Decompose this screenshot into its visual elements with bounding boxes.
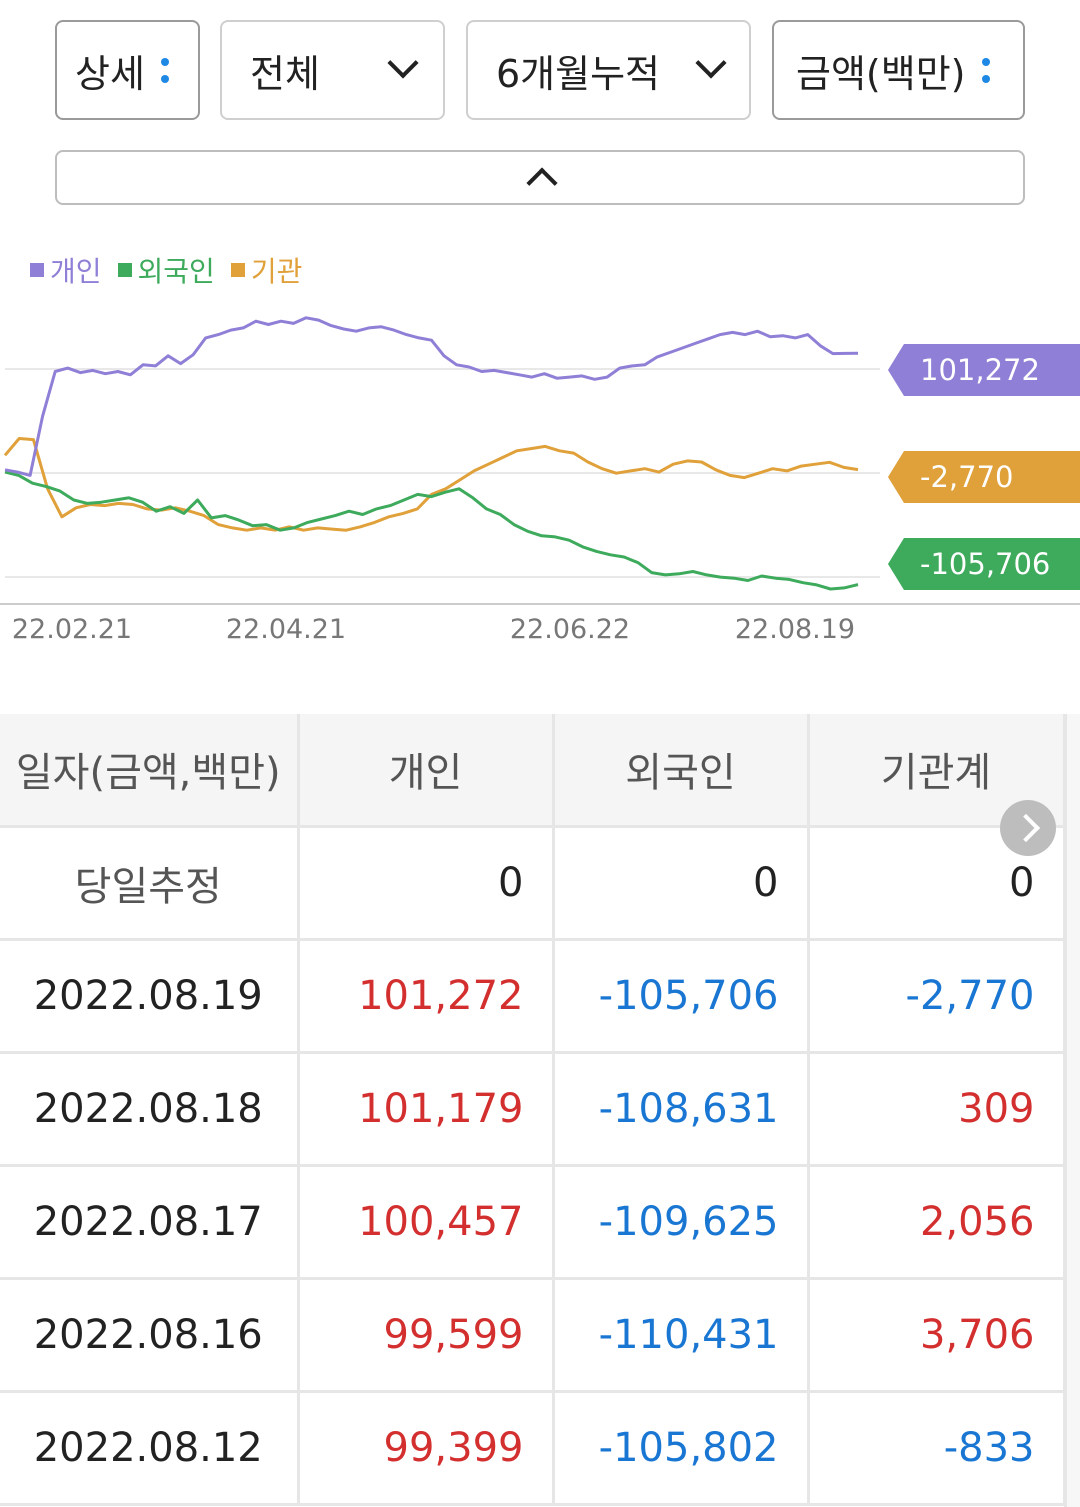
chart-legend: 개인 외국인 기관	[30, 250, 302, 290]
detail-button[interactable]: 상세	[55, 20, 200, 120]
legend-label: 개인	[50, 255, 102, 288]
table-header: 일자(금액,백만) 개인 외국인 기관계	[0, 714, 1066, 828]
individual-cell: 101,179	[298, 1052, 555, 1167]
legend-swatch	[30, 263, 44, 277]
individual-cell: 99,399	[298, 1391, 555, 1506]
table-row: 2022.08.19 101,272 -105,706 -2,770	[0, 939, 1066, 1054]
series-line-institution	[3, 437, 859, 532]
date-cell: 당일추정	[0, 826, 300, 941]
institution-cell: -2,770	[808, 939, 1066, 1054]
table-row: 2022.08.16 99,599 -110,431 3,706	[0, 1278, 1066, 1393]
legend-swatch	[230, 263, 245, 277]
foreign-cell: -110,431	[553, 1278, 810, 1393]
cumulative-trend-chart: 22.02.21 22.04.21 22.06.22 22.08.19	[0, 316, 1080, 645]
chevron-down-icon	[387, 47, 419, 79]
investor-table: 일자(금액,백만) 개인 외국인 기관계 당일추정 0 0 0 2022.08.19 10…	[0, 714, 1066, 1506]
legend-label: 기관	[250, 255, 303, 288]
table-overflow-edge	[1064, 714, 1080, 1507]
foreign-cell: -105,706	[553, 939, 810, 1054]
legend-foreign: 외국인	[117, 250, 215, 290]
period-label: 6개월누적	[496, 51, 661, 96]
detail-label: 상세	[75, 51, 145, 96]
institution-cell: 2,056	[808, 1165, 1066, 1280]
foreign-cell: 0	[553, 826, 810, 941]
foreign-cell: -108,631	[553, 1052, 810, 1167]
unit-button[interactable]: 금액(백만)	[772, 20, 1025, 120]
table-row: 2022.08.12 99,399 -105,802 -833	[0, 1391, 1066, 1506]
header-individual: 개인	[298, 714, 555, 828]
individual-cell: 101,272	[298, 939, 555, 1054]
institution-cell: 309	[808, 1052, 1066, 1167]
table-row: 2022.08.17 100,457 -109,625 2,056	[0, 1165, 1066, 1280]
x-tick-label: 22.06.22	[510, 614, 630, 645]
header-date: 일자(금액,백만)	[0, 714, 300, 828]
scope-label: 전체	[250, 51, 320, 96]
institution-cell: 3,706	[808, 1278, 1066, 1393]
legend-swatch	[117, 263, 132, 277]
collapse-button[interactable]	[55, 150, 1025, 205]
date-cell: 2022.08.16	[0, 1278, 300, 1393]
foreign-cell: -105,802	[553, 1391, 810, 1506]
date-cell: 2022.08.12	[0, 1391, 300, 1506]
series-line-individual	[4, 316, 859, 477]
header-foreign: 외국인	[553, 714, 810, 828]
filter-bar: 상세 전체 6개월누적 금액(백만)	[55, 20, 1025, 120]
period-select[interactable]: 6개월누적	[466, 20, 751, 120]
chevron-down-icon	[695, 47, 727, 79]
estimate-row: 당일추정 0 0 0	[0, 826, 1066, 941]
x-tick-label: 22.02.21	[12, 614, 132, 645]
legend-institution: 기관	[230, 250, 303, 290]
institution-value-tag: -2,770	[888, 451, 1080, 503]
scroll-right-button[interactable]	[1000, 800, 1056, 856]
individual-cell: 100,457	[298, 1165, 555, 1280]
more-vertical-icon	[160, 57, 169, 83]
scope-select[interactable]: 전체	[220, 20, 445, 120]
x-tick-label: 22.08.19	[735, 614, 855, 645]
foreign-cell: -109,625	[553, 1165, 810, 1280]
date-cell: 2022.08.18	[0, 1052, 300, 1167]
individual-value-tag: 101,272	[888, 344, 1080, 396]
unit-label: 금액(백만)	[796, 51, 966, 96]
individual-cell: 0	[298, 826, 555, 941]
chevron-up-icon	[526, 167, 558, 199]
individual-cell: 99,599	[298, 1278, 555, 1393]
foreign-value-tag: -105,706	[888, 538, 1080, 590]
legend-individual: 개인	[30, 250, 102, 290]
series-line-foreign	[4, 470, 859, 591]
legend-label: 외국인	[137, 255, 215, 288]
date-cell: 2022.08.19	[0, 939, 300, 1054]
x-tick-label: 22.04.21	[226, 614, 346, 645]
table-row: 2022.08.18 101,179 -108,631 309	[0, 1052, 1066, 1167]
institution-cell: -833	[808, 1391, 1066, 1506]
more-vertical-icon	[981, 57, 990, 83]
date-cell: 2022.08.17	[0, 1165, 300, 1280]
